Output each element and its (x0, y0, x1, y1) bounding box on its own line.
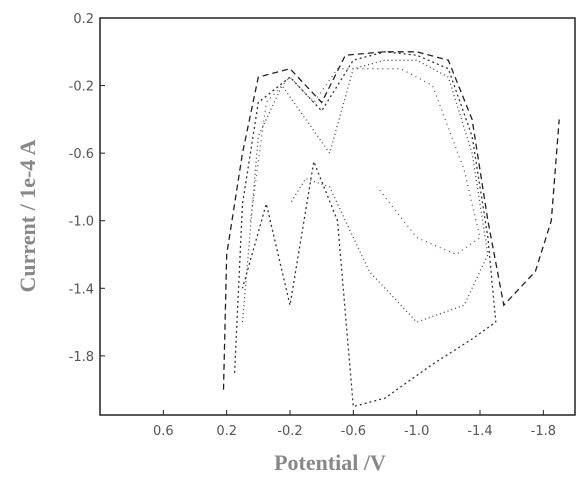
y-tick-label: -1.8 (69, 350, 94, 365)
x-tick-label: -1.4 (467, 424, 492, 439)
x-tick-label: -1.0 (404, 424, 429, 439)
x-tick-label: -1.8 (531, 424, 556, 439)
y-tick-label: 0.2 (73, 12, 94, 27)
x-tick-label: -0.2 (277, 424, 302, 439)
cv-curve (241, 59, 489, 323)
x-tick-label: -0.6 (341, 424, 366, 439)
y-tick-label: -0.6 (69, 147, 94, 162)
y-tick-label: -1.0 (69, 215, 94, 230)
x-axis-label: Potential /V (274, 450, 386, 475)
x-tick-label: 0.2 (216, 424, 237, 439)
cv-curve (233, 51, 497, 408)
cv-curve (249, 68, 481, 256)
y-tick-label: -1.4 (69, 282, 94, 297)
plot-frame (99, 17, 576, 416)
cv-curve (222, 51, 560, 390)
x-tick-label: 0.6 (153, 424, 174, 439)
y-axis-label: Current / 1e-4 A (15, 139, 40, 292)
y-tick-label: -0.2 (69, 80, 94, 95)
